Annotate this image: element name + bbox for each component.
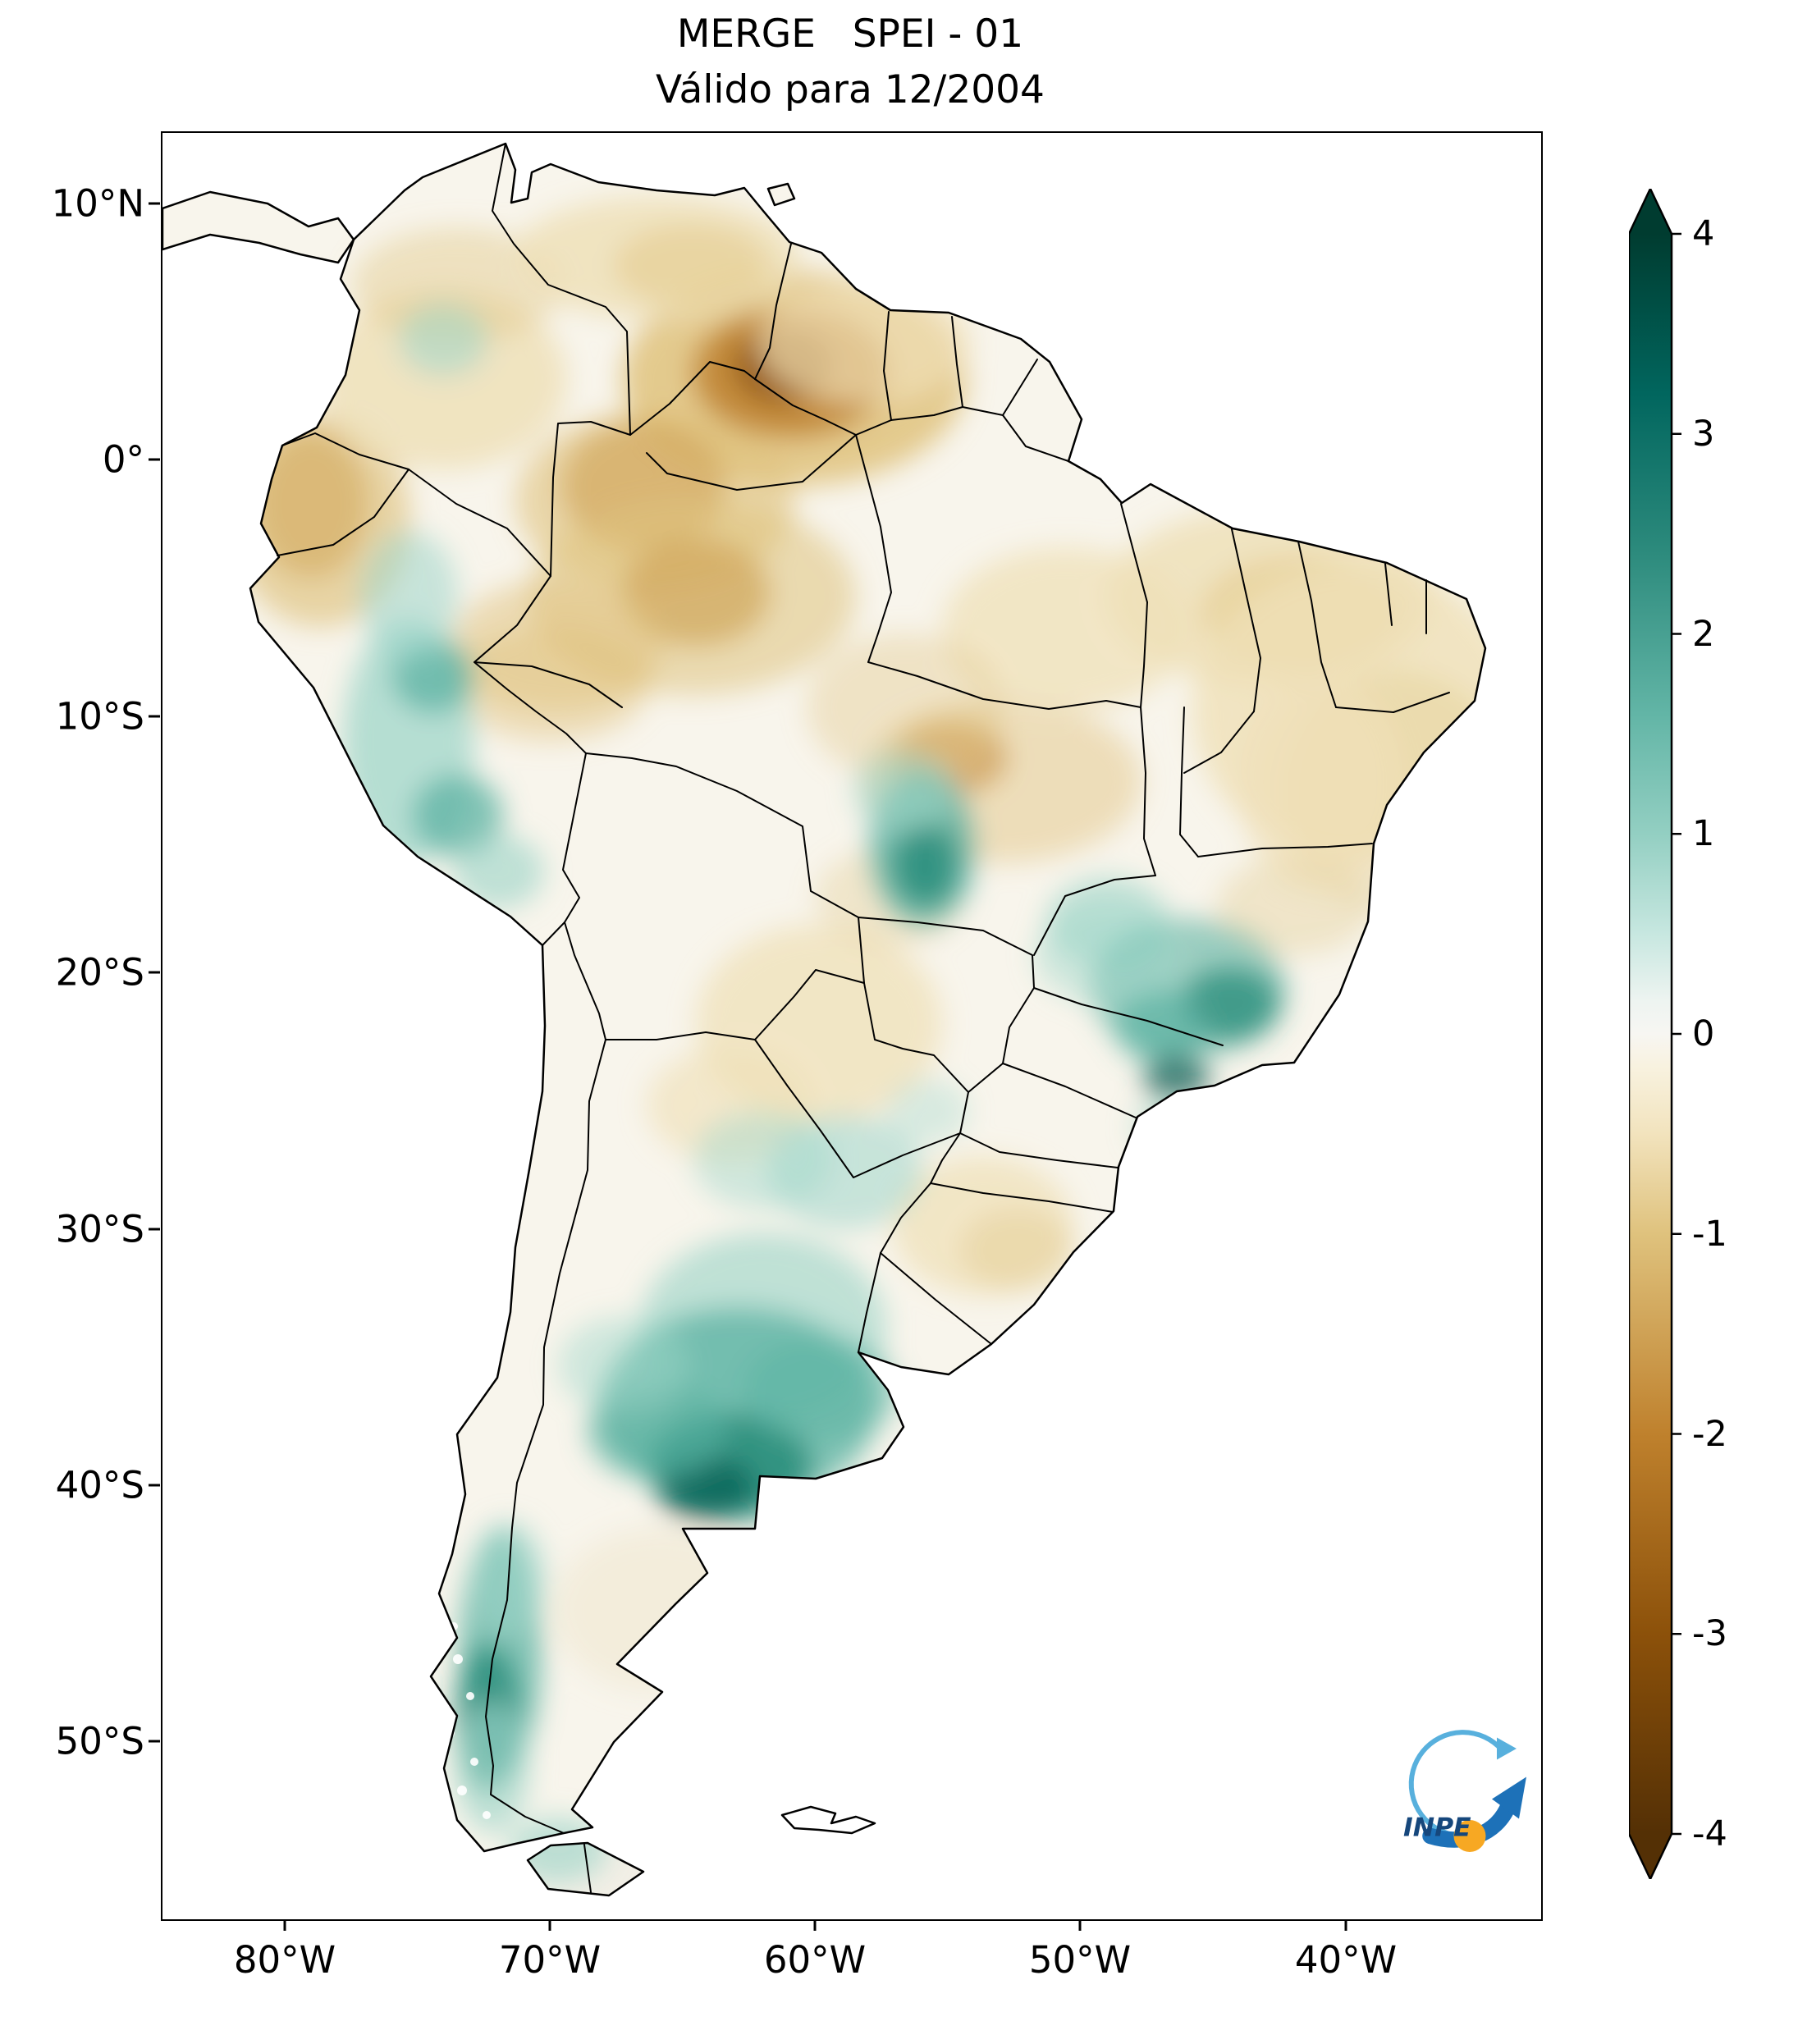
colorbar [1629, 189, 1681, 1879]
colorbar-bar [1629, 189, 1673, 1879]
xtick-mark [1344, 1919, 1347, 1931]
cbar-tick-2: 2 [1692, 614, 1715, 655]
spei-field [230, 196, 1485, 1882]
ytick-30s: 30°S [55, 1207, 144, 1251]
logo-orange-ball [1453, 1820, 1486, 1852]
ytick-20s: 20°S [55, 950, 144, 995]
xtick-mark [283, 1919, 286, 1931]
ytick-mark [149, 971, 160, 974]
cbar-tick-3: 3 [1692, 414, 1715, 455]
xtick-60w: 60°W [763, 1938, 867, 1982]
xtick-70w: 70°W [498, 1938, 602, 1982]
figure-title: MERGE SPEI - 01 [676, 11, 1024, 57]
xtick-40w: 40°W [1294, 1938, 1398, 1982]
logo-swirl-arrowhead [1497, 1737, 1517, 1760]
ytick-10n: 10°N [51, 181, 144, 226]
figure-subtitle: Válido para 12/2004 [656, 67, 1045, 112]
south-america-map [162, 142, 1487, 1897]
cbar-tick-1: 1 [1692, 813, 1715, 854]
cbar-tick-4: 4 [1692, 213, 1715, 254]
ytick-mark [149, 202, 160, 205]
ytick-50s: 50°S [55, 1719, 144, 1763]
xtick-mark [813, 1919, 817, 1931]
ytick-mark [149, 1740, 160, 1743]
ytick-mark [149, 715, 160, 718]
ytick-10s: 10°S [55, 694, 144, 738]
cbar-tick-m3: -3 [1692, 1613, 1727, 1654]
cbar-tick-m4: -4 [1692, 1813, 1727, 1854]
country-state-borders [277, 143, 1450, 1893]
cbar-tick-m2: -2 [1692, 1414, 1727, 1455]
ytick-mark [149, 458, 160, 461]
xtick-50w: 50°W [1028, 1938, 1132, 1982]
cbar-tick-0: 0 [1692, 1013, 1715, 1054]
ytick-mark [149, 1484, 160, 1487]
cbar-tick-m1: -1 [1692, 1214, 1727, 1255]
ytick-40s: 40°S [55, 1463, 144, 1507]
logo-bold-arrowhead [1492, 1776, 1526, 1819]
logo-text: INPE [1403, 1813, 1471, 1843]
ytick-mark [149, 1228, 160, 1231]
xtick-mark [548, 1919, 551, 1931]
coastlines [162, 142, 1487, 1897]
xtick-80w: 80°W [233, 1938, 336, 1982]
xtick-mark [1078, 1919, 1082, 1931]
colorbar-tick-marks [1672, 232, 1681, 1836]
inpe-logo: INPE [1403, 1730, 1526, 1852]
map-plot [161, 131, 1543, 1921]
ytick-0: 0° [102, 437, 144, 482]
